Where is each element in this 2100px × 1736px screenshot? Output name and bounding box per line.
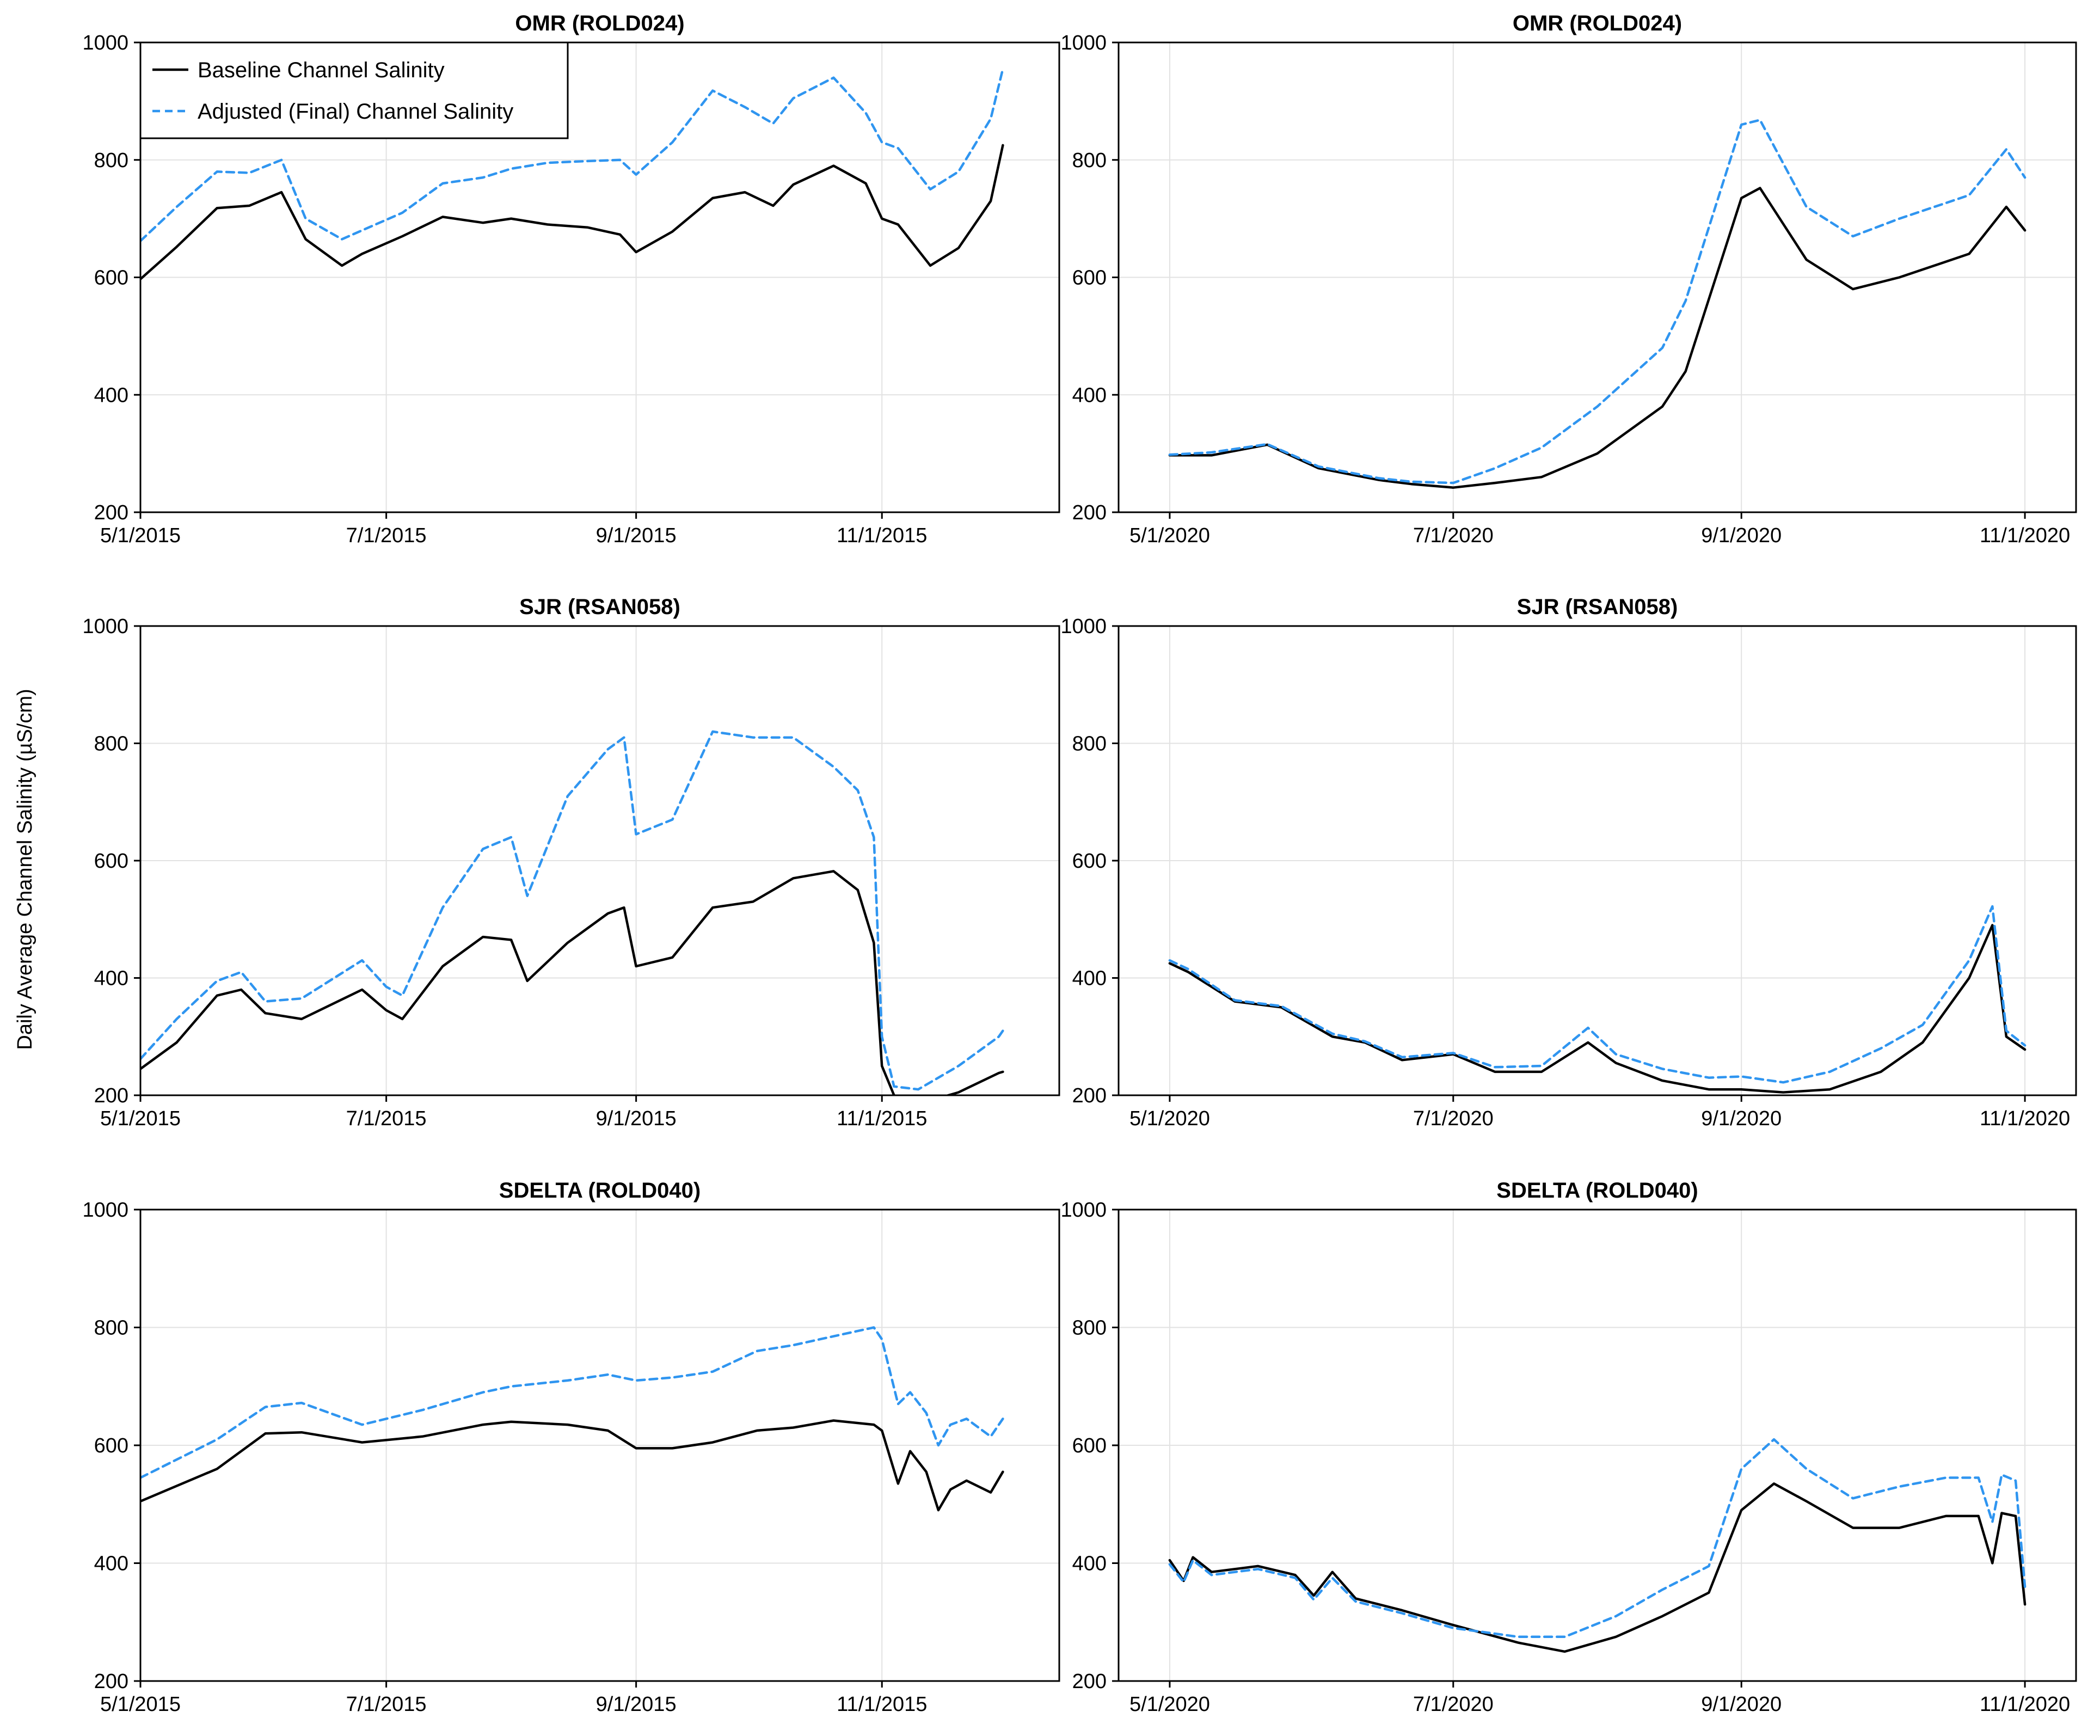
y-tick-label: 200 [94, 1670, 128, 1693]
x-tick-label: 5/1/2015 [100, 524, 181, 547]
panel-title: SDELTA (ROLD040) [1496, 1179, 1698, 1203]
baseline-series-line [1168, 1482, 2027, 1653]
x-tick-label: 9/1/2015 [596, 1107, 677, 1130]
y-tick-label: 600 [94, 1434, 128, 1457]
y-tick-label: 400 [1072, 967, 1107, 990]
panel-title: SJR (RSAN058) [519, 595, 680, 619]
baseline-series-line [1168, 187, 2027, 489]
x-tick-label: 5/1/2020 [1129, 1693, 1210, 1716]
plot-frame [1117, 625, 2077, 1096]
plot-frame [139, 41, 1060, 513]
x-tick-label: 9/1/2015 [596, 524, 677, 547]
series-group [1168, 1438, 2027, 1653]
adjusted-series-line [1168, 905, 2027, 1084]
baseline-series-line [1168, 924, 2027, 1094]
series-group [1168, 905, 2027, 1094]
y-tick-label: 1000 [1060, 1199, 1107, 1222]
chart-panel-5: 200 400 600 800 1000 5/1/2015 7/1/2015 9/1/2015… [82, 1179, 1060, 1716]
baseline-series-line [140, 1419, 1004, 1512]
x-tick-label: 7/1/2015 [346, 1107, 427, 1130]
y-tick-label: 200 [94, 1084, 128, 1107]
y-tick-label: 600 [94, 267, 128, 290]
baseline-series-line [140, 870, 1004, 1095]
panel-title: OMR (ROLD024) [515, 11, 684, 35]
plot-frame [139, 625, 1060, 1096]
chart-panel-3: 200 400 600 800 1000 5/1/2015 7/1/2015 9/1/2015… [82, 595, 1060, 1130]
x-tick-label: 11/1/2020 [1980, 1107, 2070, 1130]
y-tick-label: 1000 [82, 615, 128, 638]
legend-label: Adjusted (Final) Channel Salinity [198, 100, 513, 124]
plot-frame [1117, 41, 2077, 513]
x-tick-label: 5/1/2020 [1129, 524, 1210, 547]
y-tick-label: 1000 [82, 1199, 128, 1222]
panel-title: SJR (RSAN058) [1517, 595, 1678, 619]
legend-box [139, 41, 569, 139]
y-tick-label: 800 [94, 1317, 128, 1340]
x-tick-label: 7/1/2020 [1413, 1693, 1494, 1716]
x-tick-label: 11/1/2020 [1980, 524, 2070, 547]
legend: Baseline Channel Salinity Adjusted (Final… [139, 41, 569, 139]
y-tick-label: 600 [94, 850, 128, 873]
y-tick-label: 400 [94, 1553, 128, 1575]
adjusted-series-line [140, 68, 1004, 242]
x-tick-label: 9/1/2015 [596, 1693, 677, 1716]
chart-panel-2: 200 400 600 800 1000 5/1/2020 7/1/2020 9/1/2020… [1060, 11, 2077, 547]
x-tick-label: 11/1/2015 [837, 524, 927, 547]
y-tick-label: 400 [1072, 384, 1107, 407]
x-tick-label: 11/1/2020 [1980, 1693, 2070, 1716]
y-tick-label: 200 [1072, 1670, 1107, 1693]
x-tick-label: 7/1/2015 [346, 1693, 427, 1716]
adjusted-series-line [1168, 119, 2027, 484]
x-tick-label: 5/1/2020 [1129, 1107, 1210, 1130]
y-tick-label: 200 [1072, 1084, 1107, 1107]
panel-title: SDELTA (ROLD040) [499, 1179, 701, 1203]
x-tick-label: 7/1/2015 [346, 524, 427, 547]
series-group [1168, 119, 2027, 489]
plot-frame [139, 1209, 1060, 1682]
y-tick-label: 600 [1072, 850, 1107, 873]
y-tick-label: 400 [1072, 1553, 1107, 1575]
chart-panel-6: 200 400 600 800 1000 5/1/2020 7/1/2020 9/1/2020… [1060, 1179, 2077, 1716]
x-tick-label: 11/1/2015 [837, 1107, 927, 1130]
y-tick-label: 1000 [82, 32, 128, 54]
y-tick-label: 800 [1072, 733, 1107, 756]
chart-panel-4: 200 400 600 800 1000 5/1/2020 7/1/2020 9/1/2020… [1060, 595, 2077, 1130]
x-tick-label: 7/1/2020 [1413, 1107, 1494, 1130]
series-group [140, 730, 1004, 1095]
baseline-series-line [140, 144, 1004, 280]
x-tick-label: 11/1/2015 [837, 1693, 927, 1716]
x-tick-label: 9/1/2020 [1701, 1693, 1782, 1716]
y-tick-label: 1000 [1060, 615, 1107, 638]
series-group [140, 68, 1004, 280]
y-tick-label: 600 [1072, 1434, 1107, 1457]
y-axis-label: Daily Average Channel Salinity (µS/cm) [14, 689, 36, 1050]
y-tick-label: 400 [94, 967, 128, 990]
legend-label: Baseline Channel Salinity [198, 58, 445, 82]
y-tick-label: 800 [1072, 1317, 1107, 1340]
adjusted-series-line [140, 730, 1004, 1091]
y-tick-label: 800 [94, 733, 128, 756]
y-tick-label: 200 [1072, 501, 1107, 524]
adjusted-series-line [1168, 1438, 2027, 1639]
x-tick-label: 5/1/2015 [100, 1107, 181, 1130]
y-tick-label: 800 [1072, 149, 1107, 172]
y-tick-label: 200 [94, 501, 128, 524]
x-tick-label: 9/1/2020 [1701, 1107, 1782, 1130]
y-tick-label: 400 [94, 384, 128, 407]
panel-title: OMR (ROLD024) [1513, 11, 1682, 35]
series-group [140, 1326, 1004, 1512]
y-tick-label: 1000 [1060, 32, 1107, 54]
adjusted-series-line [140, 1326, 1004, 1479]
y-tick-label: 800 [94, 149, 128, 172]
x-tick-label: 9/1/2020 [1701, 524, 1782, 547]
y-tick-label: 600 [1072, 267, 1107, 290]
chart-panels: 200 400 600 800 1000 5/1/2015 7/1/2015 9/1/2015… [82, 11, 2077, 1716]
x-tick-label: 7/1/2020 [1413, 524, 1494, 547]
plot-frame [1117, 1209, 2077, 1682]
x-tick-label: 5/1/2015 [100, 1693, 181, 1716]
